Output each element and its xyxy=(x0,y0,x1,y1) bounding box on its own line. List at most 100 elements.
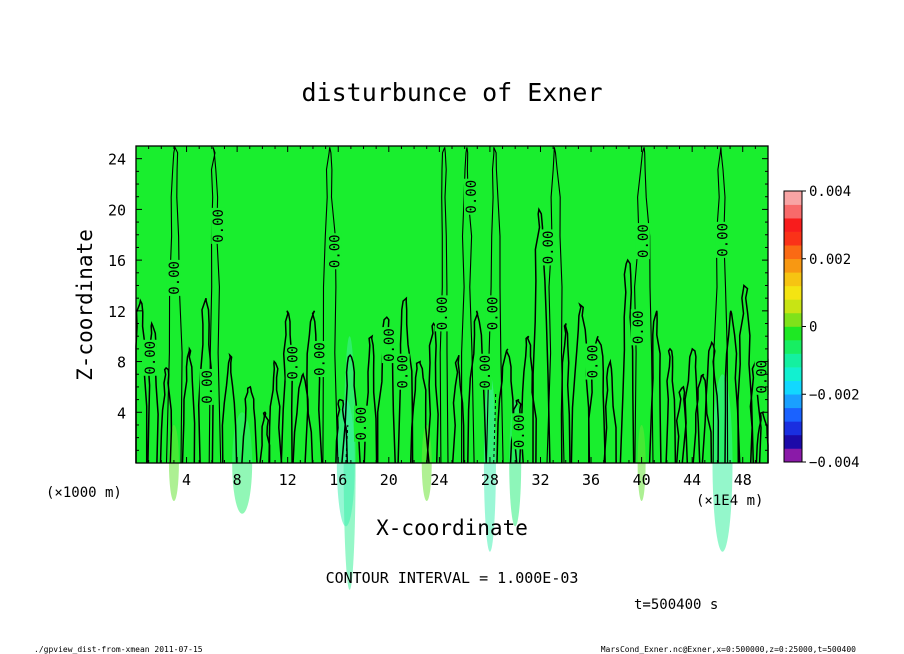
contour-line xyxy=(208,147,222,464)
contour-line xyxy=(648,310,662,464)
contour-label-bg xyxy=(166,259,181,296)
y-tick-label: 24 xyxy=(108,151,126,169)
colorbar-label: −0.004 xyxy=(809,455,860,471)
contour-label-bg xyxy=(381,327,396,364)
contour-line xyxy=(681,347,701,464)
time-label: t=500400 s xyxy=(634,597,718,613)
colorbar-cell xyxy=(784,326,802,341)
contour-line xyxy=(376,316,396,464)
contour-interval: CONTOUR INTERVAL = 1.000E-03 xyxy=(326,569,579,587)
contour-label-bg xyxy=(541,229,556,266)
contour-line-negative xyxy=(345,424,349,464)
colorbar-label: 0.002 xyxy=(809,252,851,268)
colorbar-cell xyxy=(784,299,802,314)
contour-label-bg xyxy=(511,413,526,450)
contour-labels: 0.00 0.00 0.00 0.00 0.00 0.00 0.00 0.00 0.00 0.00… xyxy=(142,178,771,450)
contour-label: 0.00 xyxy=(715,223,731,257)
contour-label: 0.00 xyxy=(200,370,216,404)
contour-label-bg xyxy=(630,309,645,346)
colorbar-cell xyxy=(784,353,802,368)
contour-label: 0.00 xyxy=(485,297,501,331)
contour-line xyxy=(724,310,741,464)
x-ticks: 4 8 12 16 20 24 28 32 36 40 44 48 xyxy=(148,146,756,489)
x-tick-label: 44 xyxy=(683,471,701,489)
contour-label: 0.00 xyxy=(585,345,601,379)
x-tick-label: 24 xyxy=(430,471,448,489)
x-tick-label: 28 xyxy=(481,471,499,489)
colorbar-cell xyxy=(784,258,802,273)
y-ticks: 4 8 12 16 20 24 xyxy=(108,151,768,451)
contour-line xyxy=(322,147,339,464)
contour-label-bg xyxy=(585,343,600,380)
colorbar-cell xyxy=(784,312,802,327)
x-tick-label: 32 xyxy=(531,471,549,489)
contour-label: 0.00 xyxy=(354,407,370,441)
contour-line xyxy=(341,354,361,464)
contour-label-bg xyxy=(211,207,226,244)
contour-line xyxy=(221,352,238,464)
contour-line xyxy=(363,334,378,464)
contour-line xyxy=(181,346,196,464)
colorbar-label: −0.002 xyxy=(809,387,860,403)
contour-label-bg xyxy=(142,339,157,376)
y-tick-label: 20 xyxy=(108,201,126,219)
colorbar-cell xyxy=(784,407,802,422)
contour-label: 0.00 xyxy=(541,231,557,265)
contour-line xyxy=(147,321,159,464)
contour-label-bg xyxy=(715,221,730,258)
contour-label-bg xyxy=(327,233,342,270)
x-tick-label: 40 xyxy=(633,471,651,489)
y-axis-label: Z-coordinate xyxy=(73,229,97,381)
colorbar-label: 0.004 xyxy=(809,184,851,200)
x-axis-label: X-coordinate xyxy=(376,516,528,540)
colorbar-label: 0 xyxy=(809,320,817,336)
x-tick-label: 48 xyxy=(734,471,752,489)
contour-label: 0.00 xyxy=(312,342,328,376)
contour-line xyxy=(426,322,439,464)
footer-left: ./gpview_dist-from-xmean 2011-07-15 xyxy=(34,645,203,654)
chart-title: disturbunce of Exner xyxy=(301,78,602,107)
contour-label: 0.00 xyxy=(636,224,652,258)
contour-line xyxy=(560,323,571,464)
colorbar-cell xyxy=(784,245,802,260)
contour-label-bg xyxy=(353,405,368,442)
x-tick-label: 4 xyxy=(182,471,191,489)
y-tick-label: 16 xyxy=(108,252,126,270)
contour-label-bg xyxy=(485,295,500,332)
contour-label-bg xyxy=(434,295,449,332)
footer-right: MarsCond_Exner.nc@Exner,x=0:500000,z=0:2… xyxy=(601,645,856,654)
contour-label: 0.00 xyxy=(396,355,412,389)
contour-line xyxy=(268,359,283,464)
colorbar: 0.004 0.002 0 −0.002 −0.004 xyxy=(783,184,860,471)
contour-label: 0.00 xyxy=(211,209,227,243)
contour-label: 0.00 xyxy=(435,297,451,331)
colorbar-cell xyxy=(784,218,802,232)
contour-line xyxy=(241,385,258,464)
contour-label: 0.00 xyxy=(755,360,771,394)
contour-label: 0.00 xyxy=(631,310,647,344)
colorbar-cell xyxy=(784,380,802,395)
x-tick-label: 16 xyxy=(329,471,347,489)
contour-line xyxy=(496,348,518,464)
contour-label: 0.00 xyxy=(286,346,302,380)
x-unit-left: (×1000 m) xyxy=(46,485,122,501)
contour-line xyxy=(259,411,271,464)
contour-label-bg xyxy=(199,368,214,405)
contour-line xyxy=(409,360,430,464)
x-unit-right: (×1E4 m) xyxy=(696,493,763,509)
contour-label-bg xyxy=(312,341,327,378)
contour-label: 0.00 xyxy=(143,341,159,375)
contour-label-bg xyxy=(635,223,650,260)
x-tick-label: 8 xyxy=(233,471,242,489)
colorbar-labels: 0.004 0.002 0 −0.002 −0.004 xyxy=(802,184,860,471)
y-tick-label: 8 xyxy=(117,354,126,372)
colorbar-cell xyxy=(784,434,802,449)
contour-line xyxy=(712,147,729,464)
x-tick-label: 36 xyxy=(582,471,600,489)
colorbar-cells xyxy=(784,191,802,463)
contour-line xyxy=(737,284,755,464)
y-tick-label: 12 xyxy=(108,303,126,321)
contour-line xyxy=(518,335,537,464)
contour-label: 0.00 xyxy=(167,261,183,295)
